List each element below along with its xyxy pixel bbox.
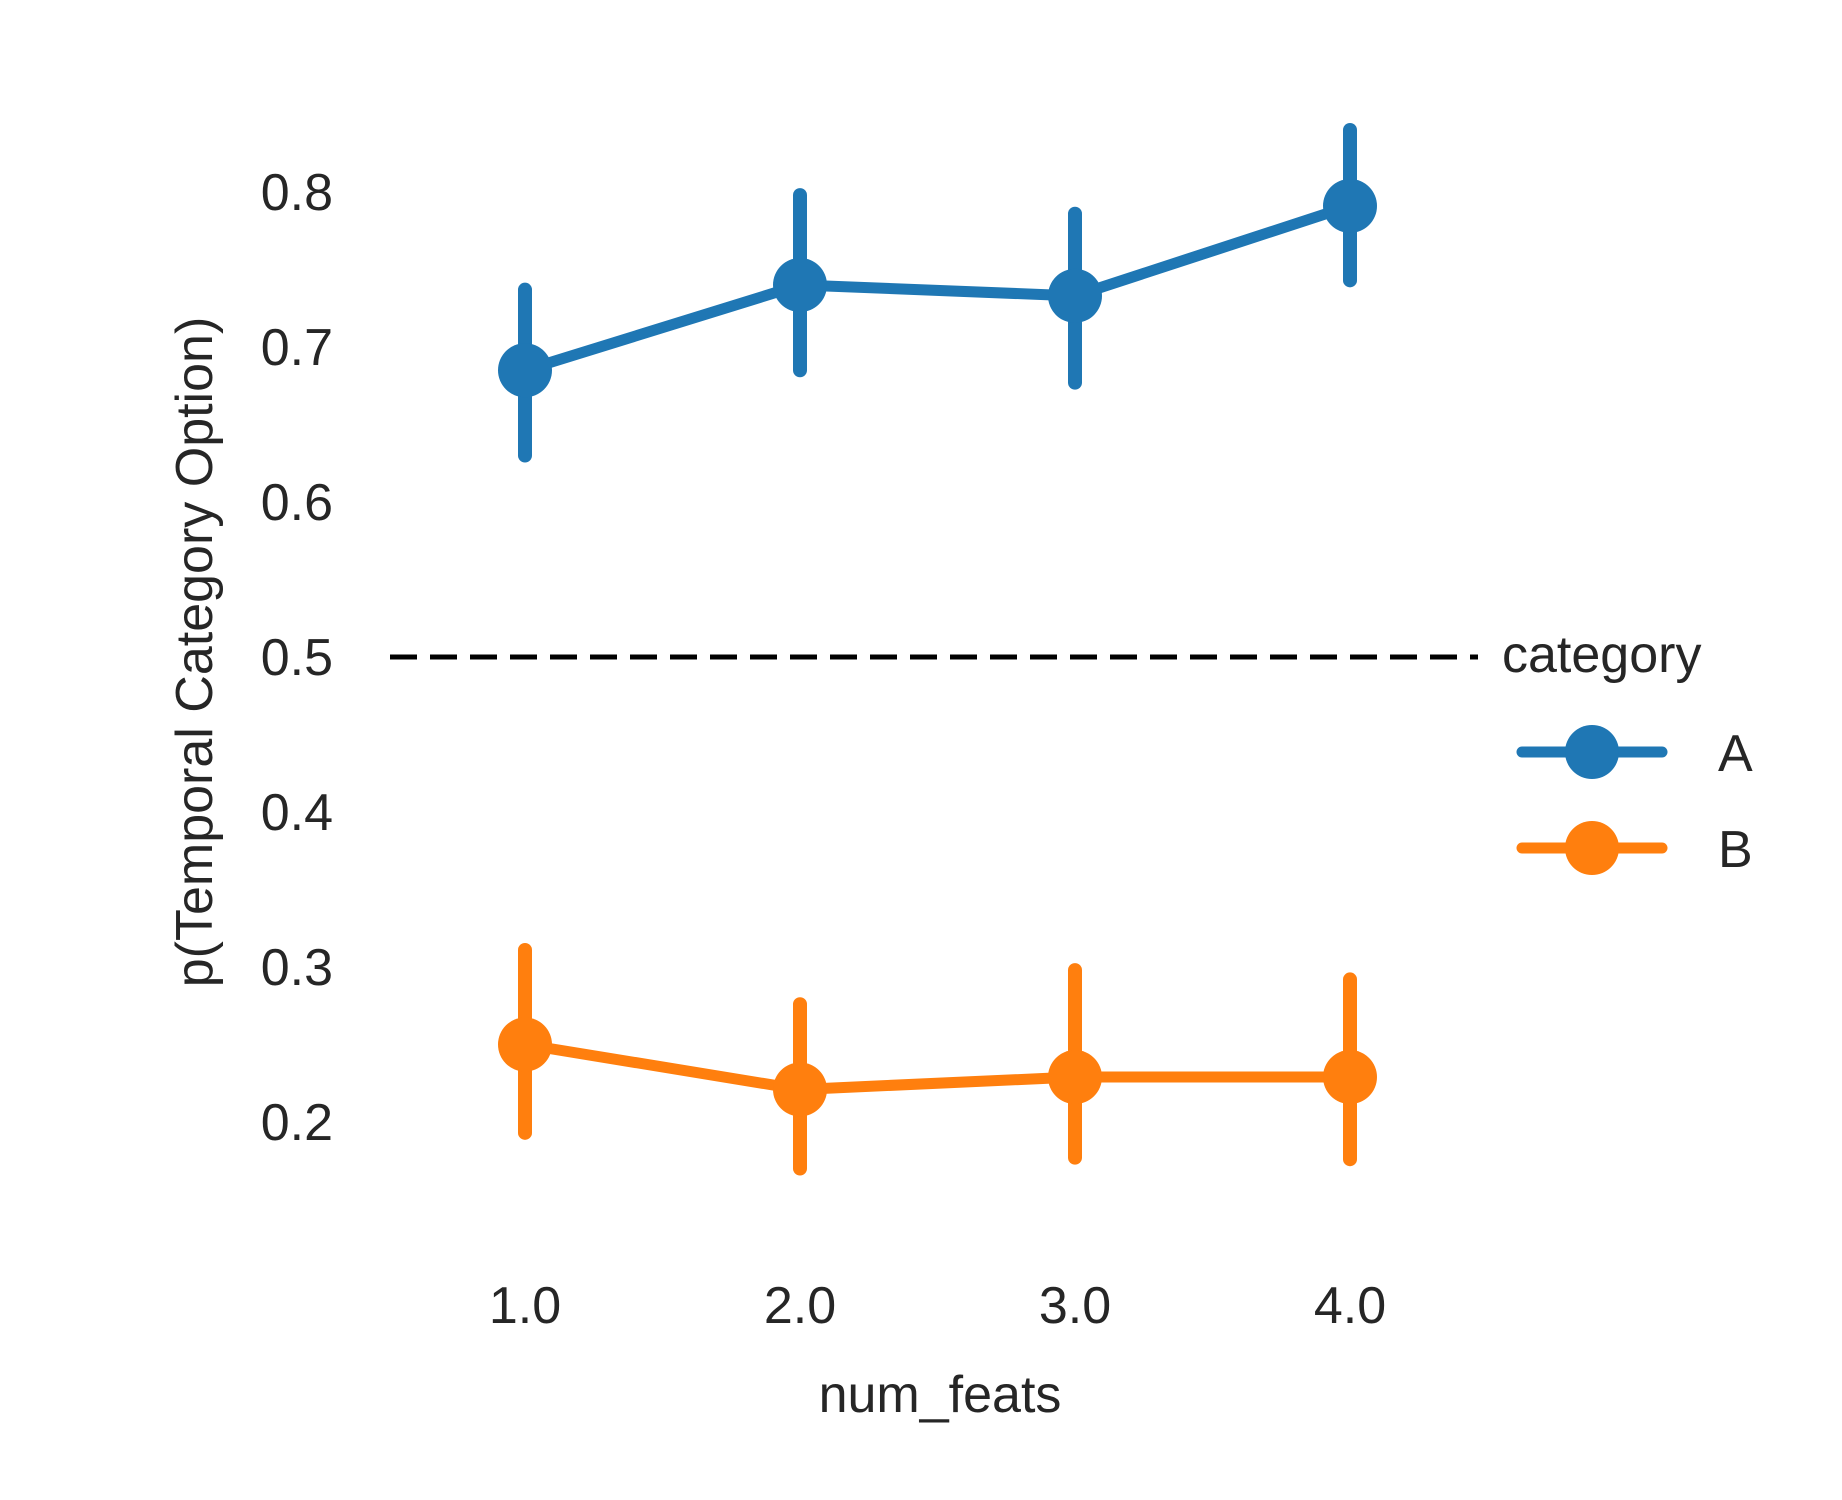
- legend-marker: [1565, 821, 1619, 875]
- series-layer: [498, 123, 1377, 1176]
- legend-item-A: A: [1516, 725, 1753, 783]
- x-axis-label: num_feats: [819, 1366, 1062, 1424]
- series-B: [498, 942, 1377, 1176]
- data-point: [498, 1017, 552, 1072]
- data-point: [773, 258, 827, 312]
- legend-label: A: [1718, 725, 1753, 783]
- y-tick-label: 0.3: [261, 939, 333, 997]
- x-tick-label: 3.0: [1039, 1277, 1111, 1335]
- legend: category AB: [1502, 626, 1753, 879]
- x-tick-label: 4.0: [1314, 1277, 1386, 1335]
- y-tick-label: 0.8: [261, 164, 333, 222]
- data-point: [1048, 268, 1102, 323]
- data-point: [1323, 178, 1377, 233]
- y-tick-labels: 0.2 0.3 0.4 0.5 0.6 0.7 0.8: [261, 164, 333, 1152]
- legend-marker: [1565, 725, 1619, 779]
- data-point: [1048, 1050, 1102, 1105]
- legend-label: B: [1718, 821, 1753, 879]
- y-tick-label: 0.4: [261, 784, 333, 842]
- series-A: [498, 123, 1377, 463]
- legend-item-B: B: [1516, 821, 1753, 879]
- data-point: [498, 343, 552, 398]
- y-tick-label: 0.2: [261, 1094, 333, 1152]
- series-line: [524, 1039, 1350, 1095]
- x-tick-label: 1.0: [489, 1277, 561, 1335]
- data-point: [1323, 1050, 1377, 1105]
- y-axis-label: p(Temporal Category Option): [166, 317, 224, 988]
- data-point: [773, 1062, 827, 1117]
- x-tick-labels: 1.0 2.0 3.0 4.0: [489, 1277, 1386, 1335]
- y-tick-label: 0.6: [261, 474, 333, 532]
- series-line: [523, 200, 1352, 376]
- legend-title: category: [1502, 626, 1701, 684]
- y-tick-label: 0.5: [261, 629, 333, 687]
- x-tick-label: 2.0: [764, 1277, 836, 1335]
- y-tick-label: 0.7: [261, 319, 333, 377]
